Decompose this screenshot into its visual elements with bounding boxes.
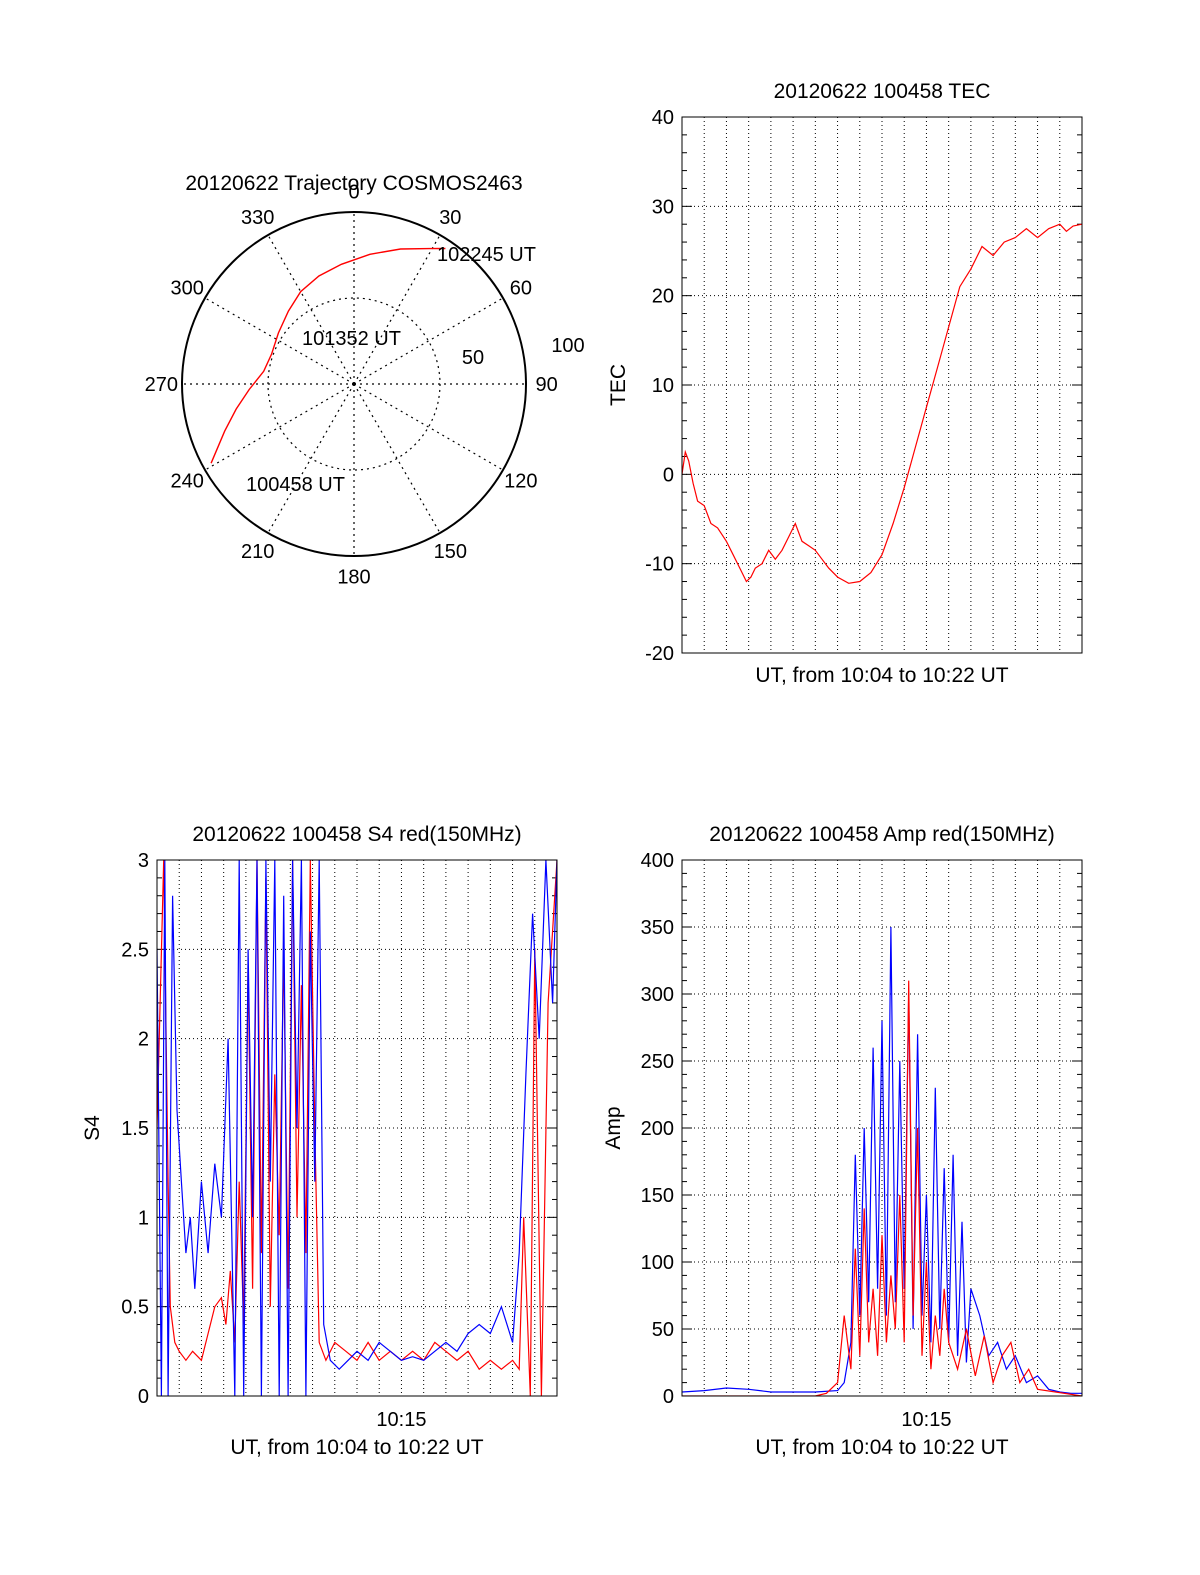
y-axis-label: S4	[81, 1115, 104, 1141]
plot-frame	[681, 116, 1083, 654]
y-tick-label: 350	[641, 917, 674, 939]
azimuth-label: 240	[170, 470, 203, 492]
polar-spoke	[204, 383, 355, 471]
y-tick-label: 3	[138, 850, 149, 872]
chart-title: 20120622 100458 Amp red(150MHz)	[709, 823, 1055, 846]
azimuth-label: 0	[348, 181, 359, 203]
y-tick-label: 40	[652, 107, 674, 129]
y-tick-label: 1	[138, 1207, 149, 1229]
chart-title: 20120622 Trajectory COSMOS2463	[185, 172, 522, 195]
x-tick-label: 10:15	[376, 1409, 426, 1431]
radial-tick-label: 50	[462, 347, 484, 369]
trajectory-polar-chart: 0 30 60 90 120 150 180 210 240 270 300 330 50 100 1004…	[145, 172, 585, 589]
y-tick-label: 300	[641, 984, 674, 1006]
polar-spoke	[353, 297, 504, 385]
azimuth-label: 120	[504, 470, 537, 492]
polar-spoke	[267, 383, 355, 534]
azimuth-label: 330	[241, 207, 274, 229]
polar-spoke	[204, 297, 355, 385]
chart-title: 20120622 100458 TEC	[774, 80, 991, 103]
y-tick-label: 200	[641, 1118, 674, 1140]
azimuth-label: 90	[536, 374, 558, 396]
plot-frame	[156, 859, 558, 1397]
azimuth-label: 300	[170, 278, 203, 300]
x-axis-label: UT, from 10:04 to 10:22 UT	[230, 1436, 483, 1459]
y-tick-label: 400	[641, 850, 674, 872]
amp-line-chart: 0 50 100 150 200 250 300 350 400 10:15 20120622 10…	[602, 823, 1083, 1459]
azimuth-label: 270	[145, 374, 178, 396]
y-tick-label: 2.5	[121, 939, 149, 961]
polar-spoke	[353, 234, 441, 385]
tec-line-chart: -20 -10 0 10 20 30 40 20120622 100458 TEC UT, fr…	[607, 80, 1083, 687]
y-tick-label: 1.5	[121, 1118, 149, 1140]
s4-line-chart: 0 0.5 1 1.5 2 2.5 3 10:15 20120622 100458 S4 red…	[81, 823, 558, 1459]
series-line-red	[157, 860, 557, 1396]
azimuth-label: 30	[439, 207, 461, 229]
y-tick-label: 20	[652, 286, 674, 308]
series-line-blue	[157, 860, 557, 1396]
x-axis-label: UT, from 10:04 to 10:22 UT	[755, 664, 1008, 687]
series-line-red	[682, 980, 1082, 1396]
azimuth-label: 150	[434, 541, 467, 563]
y-tick-label: 0.5	[121, 1297, 149, 1319]
polar-spoke	[353, 383, 504, 471]
series-line-red	[682, 223, 1082, 584]
y-tick-label: 0	[138, 1386, 149, 1408]
y-tick-label: 0	[663, 464, 674, 486]
azimuth-label: 180	[337, 567, 370, 589]
chart-title: 20120622 100458 S4 red(150MHz)	[192, 823, 521, 846]
y-tick-label: 50	[652, 1319, 674, 1341]
y-tick-label: -20	[645, 643, 674, 665]
trajectory-track	[210, 247, 446, 464]
y-tick-label: 0	[663, 1386, 674, 1408]
y-tick-label: 250	[641, 1051, 674, 1073]
azimuth-label: 210	[241, 541, 274, 563]
y-axis-label: TEC	[607, 364, 630, 406]
polar-outer-circle	[181, 211, 527, 557]
y-tick-label: 10	[652, 375, 674, 397]
y-tick-label: 150	[641, 1185, 674, 1207]
y-tick-label: 30	[652, 196, 674, 218]
polar-spoke	[267, 234, 355, 385]
time-annotation: 102245 UT	[437, 244, 536, 266]
time-annotation: 101352 UT	[302, 328, 401, 350]
polar-spoke	[353, 383, 441, 534]
time-annotation: 100458 UT	[246, 474, 345, 496]
plot-frame	[681, 859, 1083, 1397]
azimuth-label: 60	[510, 278, 532, 300]
radial-tick-label: 100	[551, 335, 584, 357]
x-axis-label: UT, from 10:04 to 10:22 UT	[755, 1436, 1008, 1459]
x-tick-label: 10:15	[901, 1409, 951, 1431]
y-tick-label: -10	[645, 554, 674, 576]
y-tick-label: 2	[138, 1029, 149, 1051]
y-axis-label: Amp	[602, 1106, 625, 1149]
series-line-blue	[682, 926, 1082, 1394]
y-tick-label: 100	[641, 1252, 674, 1274]
